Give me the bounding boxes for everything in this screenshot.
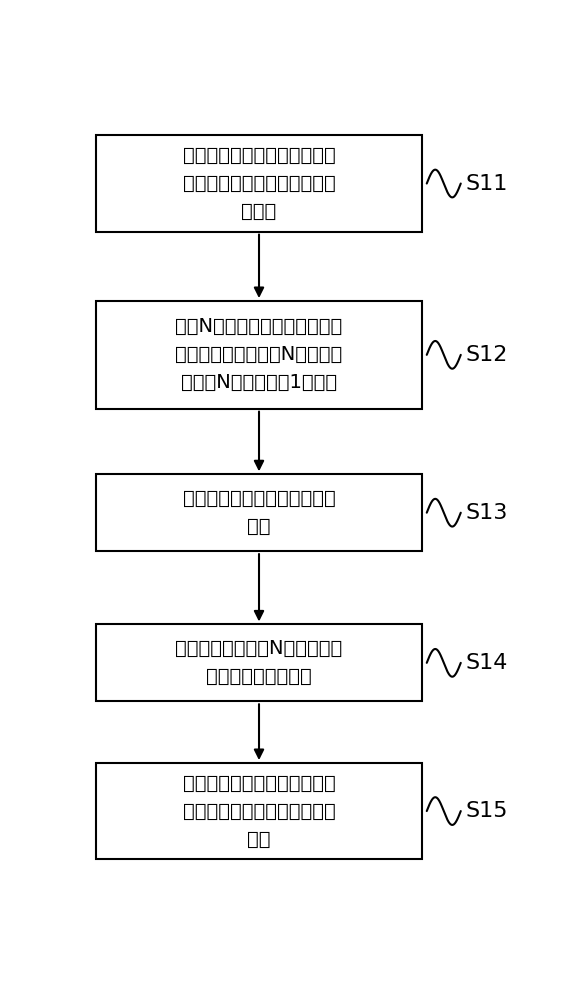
Text: 根据目标数据位显示的目标参
数信息对待推送对象执行处理
操作: 根据目标数据位显示的目标参 数信息对待推送对象执行处理 操作 — [183, 774, 335, 849]
Text: 采用N个哈希函数对目标对象标
识进行哈希计算得到N个目标哈
希值，N为大于等于1的整数: 采用N个哈希函数对目标对象标 识进行哈希计算得到N个目标哈 希值，N为大于等于1… — [176, 317, 343, 392]
FancyBboxPatch shape — [96, 474, 422, 551]
Text: 获取目标对象标识对应的目标
位图: 获取目标对象标识对应的目标 位图 — [183, 489, 335, 536]
FancyBboxPatch shape — [96, 301, 422, 409]
Text: S11: S11 — [465, 174, 508, 194]
FancyBboxPatch shape — [96, 624, 422, 701]
Text: S14: S14 — [465, 653, 508, 673]
FancyBboxPatch shape — [96, 135, 422, 232]
Text: S12: S12 — [465, 345, 508, 365]
Text: S15: S15 — [465, 801, 508, 821]
Text: 获取推送服务请求，推送服务
请求携带待推送对象的目标对
象标识: 获取推送服务请求，推送服务 请求携带待推送对象的目标对 象标识 — [183, 146, 335, 221]
Text: S13: S13 — [465, 503, 508, 523]
Text: 从目标位图中查询N个目标哈希
值对应的目标数据位: 从目标位图中查询N个目标哈希 值对应的目标数据位 — [176, 639, 343, 686]
FancyBboxPatch shape — [96, 763, 422, 859]
